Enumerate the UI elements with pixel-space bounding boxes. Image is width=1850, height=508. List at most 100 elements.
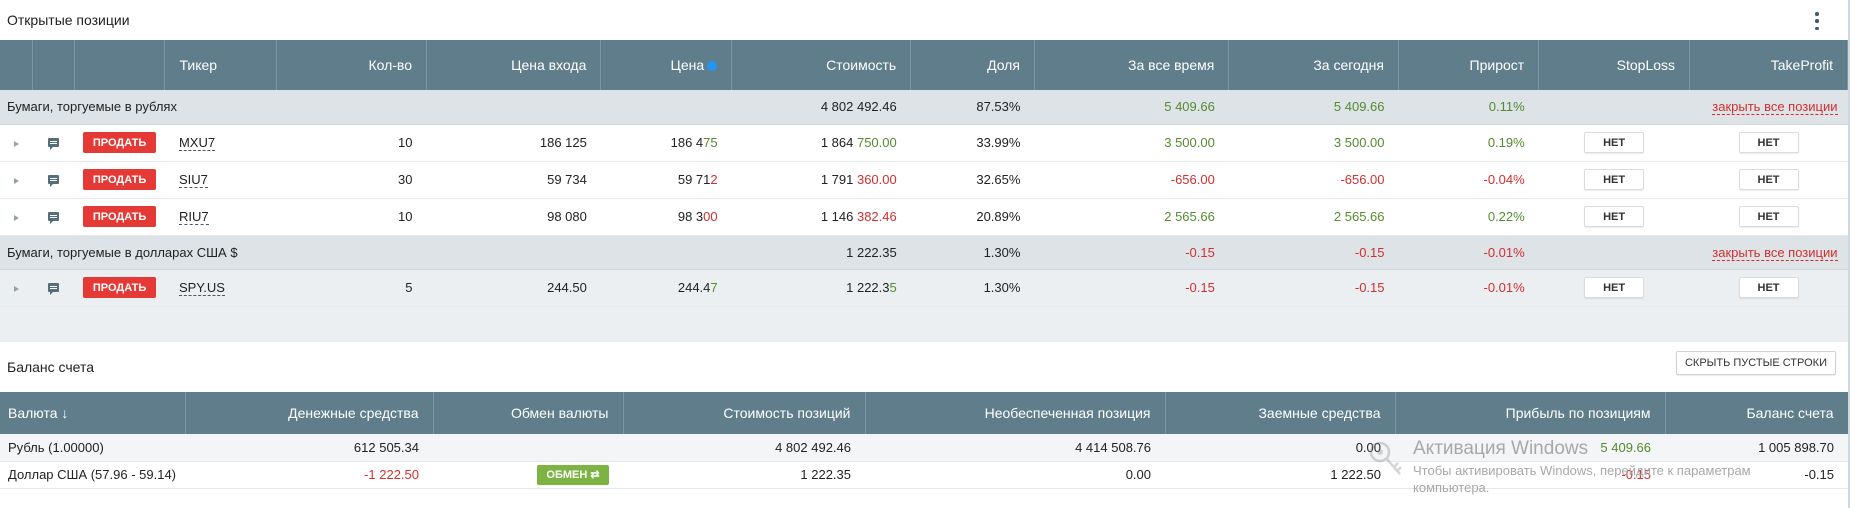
comment-cell [32,198,75,236]
expand-icon[interactable] [13,215,19,221]
col-all-time[interactable]: За все время [1034,40,1230,90]
sell-button[interactable]: ПРОДАТЬ [83,132,157,153]
ticker-link[interactable]: MXU7 [178,135,216,151]
table-row: ПРОДАТЬ RIU7 10 98 080 98 300 1 146 382.… [0,198,1848,236]
share-cell: 20.89% [910,198,1035,236]
takeprofit-button[interactable]: НЕТ [1738,169,1799,190]
balance-header: Баланс счета СКРЫТЬ ПУСТЫЕ СТРОКИ [0,342,1848,392]
comment-icon[interactable] [48,283,60,295]
all-time-cell: 3 500.00 [1034,124,1229,162]
expand-cell [0,269,33,307]
col-exchange[interactable]: Обмен валюты [433,392,624,434]
group-close-cell: закрыть все позиции [1538,90,1848,125]
growth-cell: -0.04% [1398,161,1539,199]
ticker-link[interactable]: SIU7 [178,172,208,188]
price-change: 7 [710,280,718,295]
action-cell: ПРОДАТЬ [74,269,165,307]
comment-icon[interactable] [48,212,60,224]
takeprofit-button[interactable]: НЕТ [1738,277,1799,298]
col-growth[interactable]: Прирост [1398,40,1540,90]
cash-cell: -1 222.50 [185,461,433,489]
takeprofit-cell: НЕТ [1689,198,1848,236]
balance-cell: -0.15 [1665,461,1848,489]
today-cell: -0.15 [1228,269,1399,307]
sell-button[interactable]: ПРОДАТЬ [83,277,157,298]
growth-cell: -0.01% [1398,269,1539,307]
value-cell: 1 222.35 [731,269,911,307]
balance-cell: 1 005 898.70 [1665,434,1848,462]
stoploss-button[interactable]: НЕТ [1584,169,1645,190]
col-qty[interactable]: Кол-во [276,40,427,90]
price-cell: 59 712 [600,161,732,199]
entry-cell: 98 080 [426,198,601,236]
expand-icon[interactable] [13,141,19,147]
col-stoploss[interactable]: StopLoss [1538,40,1691,90]
stoploss-button[interactable]: НЕТ [1584,206,1645,227]
col-ticker[interactable]: Тикер [164,40,278,90]
ticker-link[interactable]: SPY.US [178,280,225,296]
group-close-cell: закрыть все позиции [1538,235,1848,270]
positions-table: Тикер Кол-во Цена входа Цена Стоимость Д… [0,40,1848,307]
group-spacer [426,235,601,270]
table-row: Доллар США (57.96 - 59.14) -1 222.50 ОБМ… [0,461,1848,489]
balance-panel: Баланс счета СКРЫТЬ ПУСТЫЕ СТРОКИ Валюта… [0,342,1849,508]
col-unsecured[interactable]: Необеспеченная позиция [865,392,1166,434]
takeprofit-button[interactable]: НЕТ [1738,132,1799,153]
action-cell: ПРОДАТЬ [74,161,165,199]
takeprofit-button[interactable]: НЕТ [1738,206,1799,227]
stoploss-button[interactable]: НЕТ [1584,132,1645,153]
comment-cell [32,161,75,199]
unsecured-cell: 4 414 508.76 [865,434,1165,462]
col-balance[interactable]: Баланс счета [1665,392,1849,434]
exchange-cell: ОБМЕН ⇄ [433,461,623,489]
close-all-positions-link[interactable]: закрыть все позиции [1712,244,1838,261]
col-entry-price[interactable]: Цена входа [426,40,602,90]
col-borrowed[interactable]: Заемные средства [1165,392,1396,434]
comment-cell [32,269,75,307]
stoploss-button[interactable]: НЕТ [1584,277,1645,298]
entry-cell: 59 734 [426,161,601,199]
sell-button[interactable]: ПРОДАТЬ [83,169,157,190]
expand-icon[interactable] [13,286,19,292]
col-positions-value[interactable]: Стоимость позиций [623,392,866,434]
balance-title: Баланс счета [7,359,95,375]
today-cell: 2 565.66 [1228,198,1399,236]
price-cell: 244.47 [600,269,732,307]
group-all-time: 5 409.66 [1034,90,1229,125]
takeprofit-cell: НЕТ [1689,124,1848,162]
ticker-link[interactable]: RIU7 [178,209,209,225]
ticker-cell: SIU7 [164,161,277,199]
value-main: 1 864 [820,135,857,150]
expand-cell [0,198,33,236]
price-change: 00 [703,209,718,224]
info-icon[interactable] [707,61,718,71]
close-all-positions-link[interactable]: закрыть все позиции [1712,99,1838,116]
value-main: 1 791 [820,172,857,187]
price-cell: 186 475 [600,124,732,162]
group-value [426,90,601,125]
hide-empty-rows-button[interactable]: СКРЫТЬ ПУСТЫЕ СТРОКИ [1675,351,1836,375]
price-main: 244.4 [677,280,711,295]
qty-cell: 5 [276,269,427,307]
sell-button[interactable]: ПРОДАТЬ [83,206,157,227]
col-value[interactable]: Стоимость [731,40,912,90]
col-currency[interactable]: Валюта ↓ [0,392,186,434]
group-growth: -0.01% [1398,235,1539,270]
expand-icon[interactable] [13,178,19,184]
col-price[interactable]: Цена [600,40,733,90]
col-comment [32,40,75,90]
comment-icon[interactable] [48,138,60,150]
col-takeprofit[interactable]: TakeProfit [1689,40,1848,90]
more-menu-icon[interactable] [1814,12,1820,30]
col-share[interactable]: Доля [910,40,1035,90]
col-cash[interactable]: Денежные средства [185,392,434,434]
price-change: 2 [710,172,718,187]
col-profit[interactable]: Прибыль по позициям [1395,392,1666,434]
price-main: 98 3 [677,209,704,224]
scrollbar[interactable] [1848,0,1850,508]
group-share: 87.53% [910,90,1035,125]
comment-icon[interactable] [48,175,60,187]
group-row-usd: Бумаги, торгуемые в долларах США $ 1 222… [0,235,1848,270]
exchange-button[interactable]: ОБМЕН ⇄ [537,464,609,485]
col-today[interactable]: За сегодня [1228,40,1399,90]
